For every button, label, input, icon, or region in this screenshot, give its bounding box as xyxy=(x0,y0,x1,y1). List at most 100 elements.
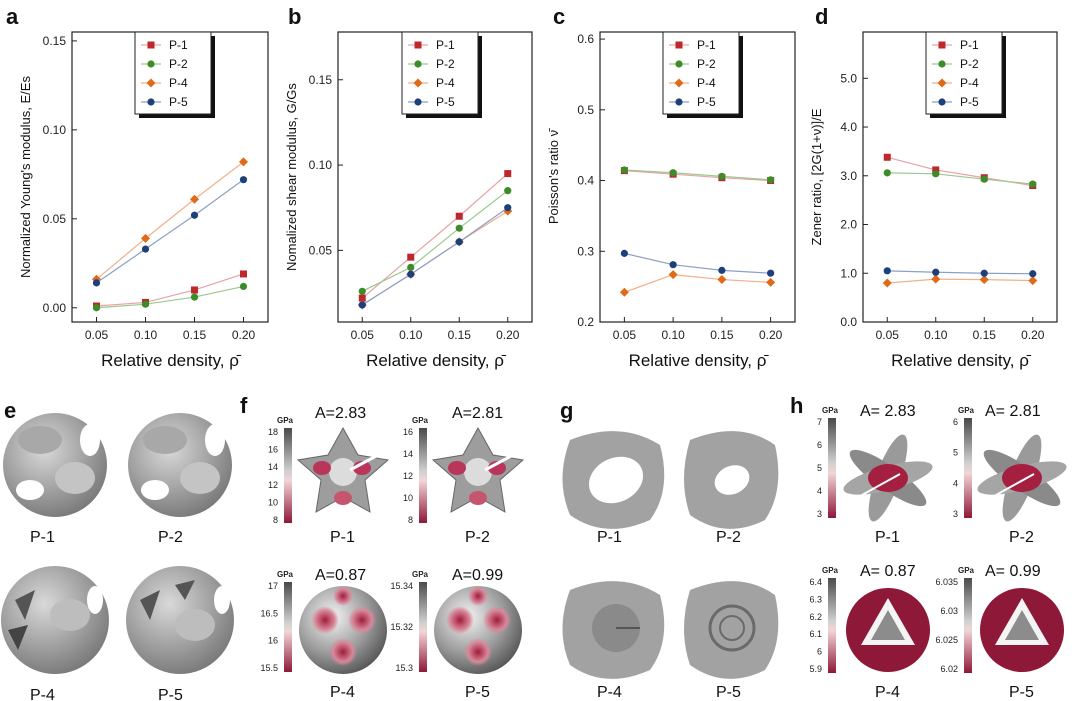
series-line-p-5 xyxy=(624,252,771,274)
legend-marker-p-4 xyxy=(937,78,947,88)
colorbar-tick-label: 12 xyxy=(403,471,413,481)
x-tick-label: 0.10 xyxy=(661,328,685,342)
legend-marker-p-1 xyxy=(414,41,422,49)
data-point-p-2 xyxy=(1029,180,1037,188)
series-line-p-5 xyxy=(361,207,509,306)
x-tick-label: 0.15 xyxy=(183,328,207,342)
x-tick-label: 0.10 xyxy=(924,328,948,342)
caption-f-p4: P-4 xyxy=(330,684,355,701)
series-line-p-4 xyxy=(887,278,1033,284)
data-point-p-4 xyxy=(717,275,727,285)
data-point-p-5 xyxy=(455,238,463,246)
surface-f-p2 xyxy=(431,426,525,513)
svg-text:GPa: GPa xyxy=(822,566,839,575)
colorbar-tick-label: 14 xyxy=(403,449,413,459)
colorbar-tick-label: 8 xyxy=(273,515,278,525)
x-tick-label: 0.20 xyxy=(759,328,783,342)
caption-h-p5: P-5 xyxy=(1009,684,1034,701)
colorbar-f-p1: GPa 18 16 14 12 10 8 xyxy=(268,416,294,525)
surface-f-p1 xyxy=(296,426,390,513)
panel-g-shell-p2 xyxy=(684,431,779,529)
y-tick-label: 5.0 xyxy=(840,71,857,85)
svg-text:GPa: GPa xyxy=(822,406,839,415)
data-point-p-2 xyxy=(358,287,366,295)
data-point-p-5 xyxy=(141,245,150,253)
panel-g-shell-p1 xyxy=(562,431,665,529)
annotation-f-p5: A=0.99 xyxy=(452,567,503,584)
panel-label-d: d xyxy=(815,4,828,29)
legend-label: P-2 xyxy=(960,57,979,71)
colorbar-tick-label: 18 xyxy=(268,427,278,437)
panel-g-shell-p5 xyxy=(684,581,779,679)
colorbar-f-p5: GPa 15.34 15.32 15.3 xyxy=(390,570,428,673)
x-axis-label: Relative density, ρ̄ xyxy=(891,351,1032,370)
svg-text:GPa: GPa xyxy=(412,570,429,579)
y-tick-label: 0.3 xyxy=(577,244,594,258)
surface-h-p5 xyxy=(980,588,1064,672)
legend-label: P-5 xyxy=(169,95,188,109)
colorbar-tick-label: 15.32 xyxy=(390,622,413,632)
colorbar-tick-label: 17 xyxy=(268,581,278,591)
colorbar-tick-label: 16 xyxy=(403,427,413,437)
legend-label: P-1 xyxy=(960,38,979,52)
y-tick-label: 0.5 xyxy=(577,103,594,117)
colorbar-tick-label: 10 xyxy=(268,497,278,507)
caption-h-p2: P-2 xyxy=(1009,529,1034,546)
series-line-p-2 xyxy=(624,169,771,181)
data-point-p-5 xyxy=(767,269,775,277)
panel-e-lattice-p2 xyxy=(128,413,232,517)
y-tick-label: 0.0 xyxy=(840,315,857,329)
y-tick-label: 2.0 xyxy=(840,218,857,232)
x-tick-label: 0.15 xyxy=(710,328,734,342)
data-point-p-5 xyxy=(358,301,366,309)
y-tick-label: 4.0 xyxy=(840,120,857,134)
caption-h-p4: P-4 xyxy=(875,684,900,701)
colorbar-tick-label: 6.035 xyxy=(935,577,958,587)
y-tick-label: 0.05 xyxy=(309,243,333,257)
data-point-p-4 xyxy=(141,233,150,243)
data-point-p-2 xyxy=(504,187,512,195)
data-point-p-1 xyxy=(240,270,247,278)
y-tick-label: 0.10 xyxy=(43,123,67,137)
svg-text:GPa: GPa xyxy=(412,416,429,425)
caption-f-p5: P-5 xyxy=(465,684,490,701)
chart-c: 0.05 0.10 0.15 0.20 0.2 0.3 0.4 0.5 0.6 Relative … xyxy=(546,31,796,370)
annotation-f-p1: A=2.83 xyxy=(315,405,366,422)
y-tick-label: 3.0 xyxy=(840,169,857,183)
legend-label: P-5 xyxy=(960,95,979,109)
y-axis-label: Zener ratio, [2G(1+ν)]/E xyxy=(809,108,824,245)
x-tick-label: 0.15 xyxy=(973,328,997,342)
data-point-p-4 xyxy=(979,275,989,285)
colorbar-tick-label: 16 xyxy=(268,445,278,455)
annotation-f-p4: A=0.87 xyxy=(315,567,366,584)
x-tick-label: 0.20 xyxy=(1021,328,1045,342)
surface-f-p5 xyxy=(434,586,522,674)
svg-text:GPa: GPa xyxy=(277,416,294,425)
data-point-p-4 xyxy=(190,194,199,204)
data-point-p-2 xyxy=(718,172,726,180)
y-tick-label: 1.0 xyxy=(840,266,857,280)
colorbar-h-p4: GPa 6.4 6.3 6.2 6.1 6 5.9 xyxy=(809,566,838,674)
data-point-p-2 xyxy=(92,304,101,312)
series-line-p-1 xyxy=(96,273,244,307)
data-point-p-5 xyxy=(669,261,677,269)
series-line-p-5 xyxy=(96,179,244,284)
surface-h-p4 xyxy=(846,588,930,672)
series-line-p-4 xyxy=(624,273,771,293)
caption-h-p1: P-1 xyxy=(875,529,900,546)
caption-f-p2: P-2 xyxy=(465,529,490,546)
caption-e-p1: P-1 xyxy=(30,529,55,546)
data-point-p-5 xyxy=(883,267,891,275)
colorbar-tick-label: 16 xyxy=(268,636,278,646)
data-point-p-5 xyxy=(190,211,199,219)
data-point-p-1 xyxy=(407,253,415,261)
colorbar-tick-label: 3 xyxy=(953,509,958,519)
legend-marker-p-5 xyxy=(147,98,155,106)
chart-a: 0.05 0.10 0.15 0.20 0.00 0.05 0.10 0.15 Relative… xyxy=(18,31,269,370)
series-line-p-5 xyxy=(887,270,1033,275)
annotation-f-p2: A=2.81 xyxy=(452,405,503,422)
data-point-p-1 xyxy=(932,166,940,174)
legend-marker-p-2 xyxy=(938,60,946,68)
x-axis-label: Relative density, ρ̄ xyxy=(366,351,507,370)
